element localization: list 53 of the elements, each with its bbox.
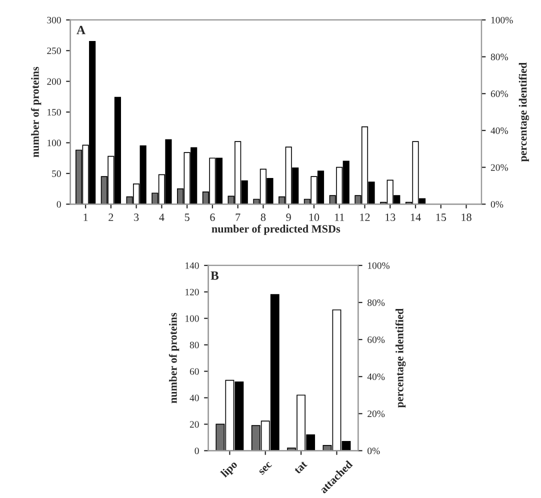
y-tick-label: 0	[194, 448, 199, 454]
y-tick-label: 40	[190, 394, 199, 402]
x-tick-label: 13	[386, 214, 396, 222]
annotation: A	[76, 26, 86, 34]
y-tick-label: 200	[47, 78, 61, 85]
y-tick-label: 20	[190, 421, 199, 428]
x-tick-label: 8	[260, 214, 266, 222]
y-tick-label: 120	[186, 288, 199, 296]
x-tick-label: 6	[210, 214, 215, 222]
y2-axis-title: percentage identified	[395, 308, 406, 408]
y2-tick-label: 0%	[490, 201, 504, 208]
y-tick-label: 60	[190, 368, 199, 375]
y-tick-label: 150	[48, 108, 61, 116]
x-tick-label: 14	[410, 214, 421, 221]
x-tick-label: tat	[294, 460, 308, 474]
y-axis-title: number of proteins	[30, 66, 42, 158]
y-tick-label: 100	[48, 140, 61, 146]
x-tick-label: 1	[84, 214, 88, 221]
y2-tick-label: 40%	[367, 373, 385, 380]
y2-tick-label: 20%	[490, 164, 508, 171]
x-axis-title: number of predicted MSDs	[212, 224, 340, 235]
y2-tick-label: 40%	[490, 127, 508, 134]
y2-tick-label: 100%	[368, 262, 390, 269]
y-tick-label: 140	[186, 262, 199, 269]
y2-tick-label: 20%	[368, 410, 385, 418]
x-tick-label: 9	[286, 214, 291, 222]
x-tick-label: 3	[134, 214, 139, 222]
y2-tick-label: 80%	[490, 54, 508, 60]
x-tick-label: 5	[184, 214, 190, 222]
x-tick-label: 4	[159, 214, 164, 221]
y-tick-label: 50	[52, 170, 61, 177]
y2-tick-label: 60%	[368, 336, 385, 344]
x-tick-label: 11	[334, 214, 344, 221]
x-tick-label: 2	[108, 214, 114, 221]
y-tick-label: 0	[56, 201, 61, 208]
x-tick-label: 18	[462, 214, 472, 222]
x-tick-label: 12	[360, 214, 370, 221]
annotation: B	[210, 271, 219, 280]
y2-tick-label: 60%	[490, 90, 508, 98]
x-tick-label: 15	[436, 214, 446, 222]
y2-tick-label: 100%	[491, 16, 513, 24]
x-tick-label: 7	[236, 214, 240, 221]
y-tick-label: 100	[186, 315, 199, 322]
y-tick-label: 300	[47, 16, 61, 24]
x-tick-label: sec	[258, 462, 272, 476]
x-tick-label: 10	[309, 214, 320, 222]
y2-tick-label: 80%	[368, 299, 385, 306]
y-axis-title: number of proteins	[168, 312, 180, 404]
y2-tick-label: 0%	[368, 448, 380, 454]
y-tick-label: 80	[190, 342, 199, 348]
x-tick-label: lipo	[220, 460, 240, 480]
y2-axis-title: percentage identified	[518, 62, 530, 162]
y-tick-label: 250	[47, 48, 61, 54]
